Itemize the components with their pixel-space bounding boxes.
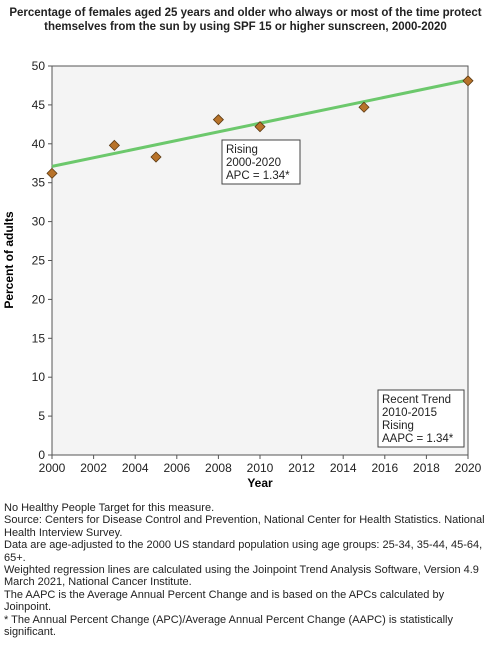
annotation-aapc-line-1: 2010-2015 [382, 407, 437, 419]
y-tick-label-3: 15 [32, 331, 46, 345]
x-tick-label-4: 2008 [205, 461, 232, 475]
footnote-4: The AAPC is the Average Annual Percent C… [4, 588, 445, 614]
data-point-2010 [254, 121, 266, 133]
data-point-2015 [358, 101, 370, 113]
footnotes: No Healthy People Target for this measur… [4, 502, 489, 638]
x-axis-label: Year [247, 476, 273, 490]
x-tick-label-5: 2010 [247, 461, 274, 475]
annotation-aapc-line-0: Recent Trend [382, 394, 451, 406]
x-tick-label-0: 2000 [39, 461, 66, 475]
data-point-2000 [46, 167, 58, 179]
plot-area: 0 5 10 15 20 25 30 35 40 45 50 2000 2002 2004 2006 2008… [32, 59, 482, 475]
y-tick-label-10: 50 [32, 59, 46, 73]
annotation-aapc-line-3: AAPC = 1.34* [382, 433, 454, 445]
annotation-aapc-line-2: Rising [382, 420, 414, 432]
chart-svg: 0 5 10 15 20 25 30 35 40 45 50 2000 2002 2004 2006 2008… [2, 59, 482, 490]
x-tick-label-10: 2020 [455, 461, 482, 475]
annotation-apc-line-2: APC = 1.34* [226, 170, 290, 182]
data-point-2005 [150, 151, 162, 163]
y-tick-label-4: 20 [32, 292, 46, 306]
y-tick-label-6: 30 [32, 215, 46, 229]
chart-title: Percentage of females aged 25 years and … [9, 7, 482, 33]
footnote-0: No Healthy People Target for this measur… [4, 502, 215, 514]
data-point-2008 [212, 114, 224, 126]
footnote-3: Weighted regression lines are calculated… [4, 564, 479, 589]
y-tick-label-9: 45 [32, 98, 46, 112]
y-tick-label-7: 35 [32, 176, 46, 190]
data-point-2003 [108, 139, 120, 151]
y-tick-label-5: 25 [32, 254, 46, 268]
annotation-apc-line-1: 2000-2020 [226, 157, 281, 169]
y-axis-label: Percent of adults [2, 211, 16, 309]
x-tick-label-1: 2002 [80, 461, 107, 475]
x-tick-label-7: 2014 [330, 461, 357, 475]
y-tick-label-0: 0 [38, 448, 45, 462]
footnote-2: Data are age-adjusted to the 2000 US sta… [4, 539, 483, 564]
x-tick-label-8: 2016 [371, 461, 398, 475]
x-tick-label-3: 2006 [163, 461, 190, 475]
footnote-5: * The Annual Percent Change (APC)/Averag… [4, 613, 454, 639]
annotation-box-apc [221, 139, 301, 185]
footnote-1: Source: Centers for Disease Control and … [4, 514, 485, 539]
data-point-2020 [462, 75, 474, 87]
x-tick-label-9: 2018 [413, 461, 440, 475]
annotation-apc-line-0: Rising [226, 144, 258, 156]
y-tick-label-8: 40 [32, 137, 46, 151]
x-tick-label-6: 2012 [288, 461, 315, 475]
y-tick-label-2: 10 [32, 370, 46, 384]
annotation-box-aapc [377, 389, 465, 448]
x-tick-label-2: 2004 [122, 461, 149, 475]
y-tick-label-1: 5 [38, 409, 45, 423]
